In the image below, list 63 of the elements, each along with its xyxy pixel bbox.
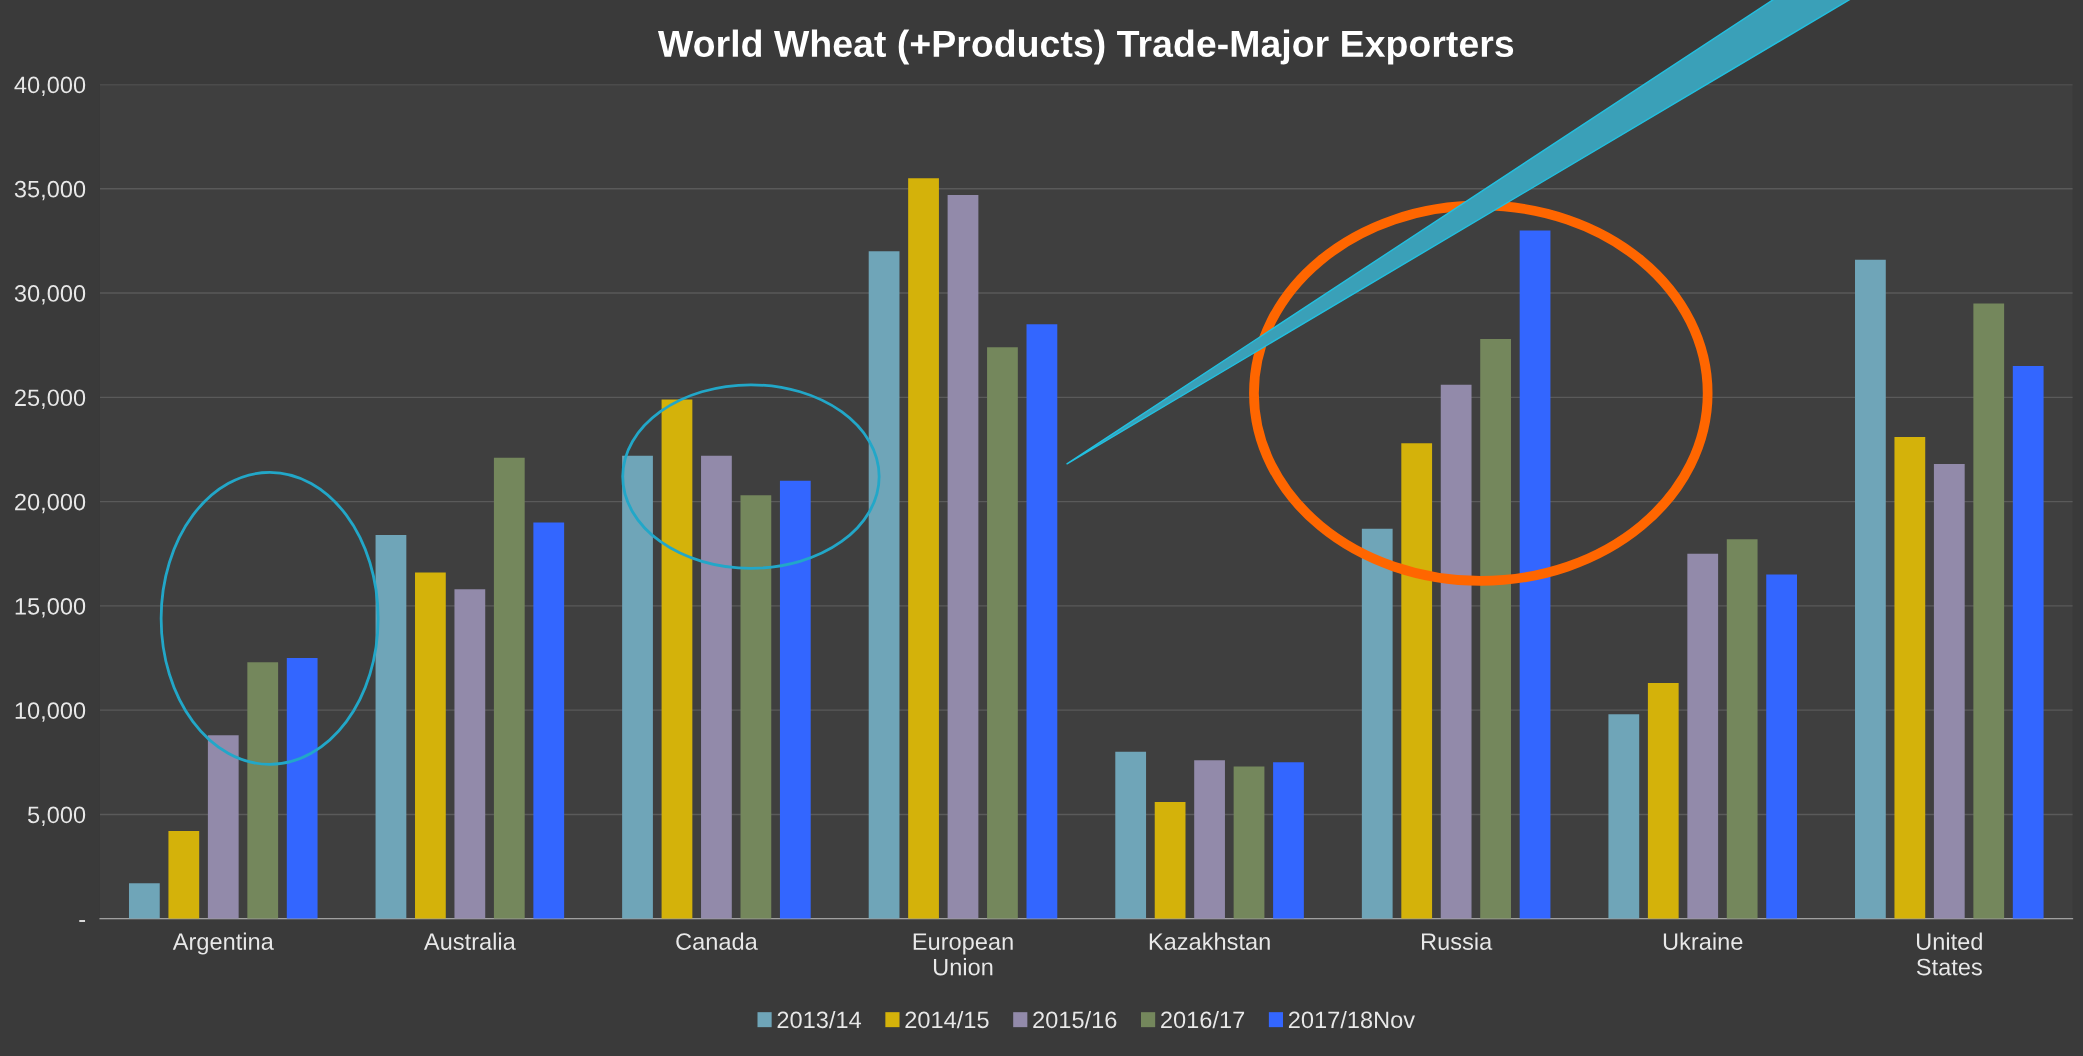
bar — [533, 522, 565, 919]
bar — [908, 178, 939, 919]
bar — [1273, 762, 1304, 919]
x-tick-label: Australia — [423, 932, 516, 950]
legend-label: 2017/18Nov — [1288, 1010, 1415, 1029]
y-tick-label: 40,000 — [14, 76, 86, 97]
legend-label: 2014/15 — [905, 1010, 989, 1029]
x-tick-label: Argentina — [172, 932, 274, 955]
y-tick-label: 20,000 — [15, 493, 86, 514]
x-tick-label: Canada — [676, 932, 758, 950]
bar — [454, 589, 486, 919]
bar — [247, 662, 279, 919]
y-tick-label: 25,000 — [15, 389, 86, 409]
bar — [661, 399, 693, 919]
bar — [868, 251, 900, 919]
y-tick-label: 30,000 — [14, 285, 86, 305]
y-tick-label: 10,000 — [15, 702, 86, 722]
bar — [947, 195, 979, 919]
bar — [1519, 230, 1551, 919]
bar — [1726, 539, 1758, 919]
bar — [1194, 760, 1225, 919]
bar — [207, 735, 239, 919]
bar — [740, 495, 772, 919]
bar — [779, 480, 811, 919]
bar — [1361, 528, 1393, 919]
bar — [1608, 714, 1640, 919]
x-tick-label: Kazakhstan — [1149, 932, 1270, 950]
y-tick-label: - — [79, 920, 86, 922]
x-tick-label: Russia — [1422, 932, 1493, 950]
legend-label: 2013/14 — [777, 1010, 862, 1029]
x-tick-label: United States — [1916, 932, 1982, 976]
bar — [1647, 683, 1679, 919]
y-tick-label: 5,000 — [27, 806, 86, 827]
y-tick-label: 15,000 — [15, 597, 86, 618]
bar — [1855, 259, 1886, 919]
bar — [1115, 751, 1147, 919]
bar — [415, 572, 446, 919]
bar — [1933, 464, 1965, 919]
bar — [375, 534, 407, 919]
bar — [286, 658, 318, 919]
bar — [493, 457, 525, 919]
bar — [987, 347, 1018, 919]
y-tick-label: 35,000 — [14, 180, 86, 201]
x-tick-label: Ukraine — [1663, 932, 1743, 950]
legend-label: 2015/16 — [1033, 1010, 1117, 1029]
bar — [2012, 366, 2044, 919]
chart-title: World Wheat (+Products) Trade-Major Exporters — [657, 29, 1514, 65]
x-tick-label: European Union — [913, 933, 1013, 976]
bar — [1480, 338, 1511, 919]
bar — [1026, 324, 1058, 919]
bar — [168, 831, 200, 919]
bar — [1687, 553, 1719, 919]
bar — [701, 455, 732, 919]
bar — [1973, 303, 2005, 919]
bar — [1894, 436, 1926, 919]
bar — [1233, 766, 1265, 919]
bar — [1766, 574, 1798, 919]
legend-label: 2016/17 — [1161, 1010, 1245, 1029]
bar — [622, 455, 653, 919]
bar — [128, 883, 160, 919]
bar — [1401, 443, 1433, 919]
bar — [1154, 801, 1186, 919]
bar — [1440, 384, 1472, 919]
